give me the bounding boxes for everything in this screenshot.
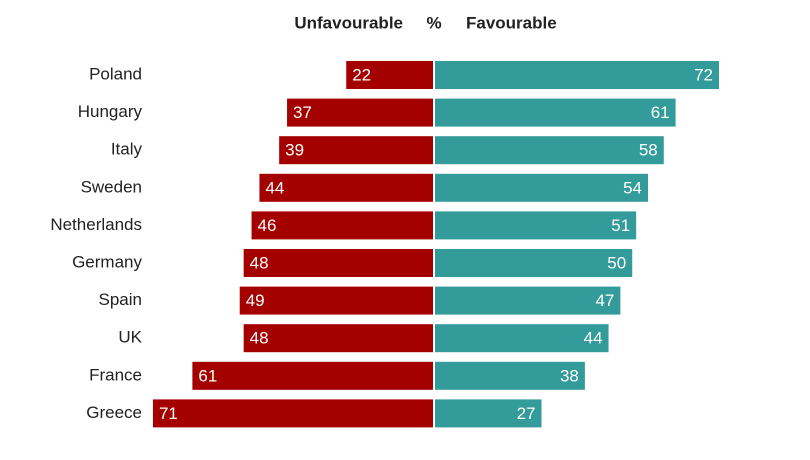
category-label: France [89, 365, 142, 384]
legend-right: Favourable [466, 13, 557, 32]
value-label: 58 [639, 141, 658, 160]
category-label: Poland [89, 64, 142, 83]
category-label: Spain [99, 290, 142, 309]
bar [243, 324, 433, 353]
legend-left: Unfavourable [294, 13, 403, 32]
category-label: Netherlands [50, 215, 142, 234]
bar [435, 61, 719, 89]
bar [435, 173, 648, 202]
bar [435, 286, 621, 315]
value-label: 48 [250, 329, 269, 348]
bar [287, 98, 433, 127]
bar [239, 286, 433, 315]
bar [243, 249, 433, 277]
value-label: 61 [198, 366, 217, 385]
bar [435, 324, 609, 353]
category-label: UK [118, 328, 142, 347]
value-label: 61 [651, 103, 670, 122]
value-label: 71 [159, 404, 178, 423]
value-label: 48 [250, 253, 269, 272]
value-label: 54 [623, 178, 642, 197]
value-label: 46 [258, 216, 277, 235]
bar [259, 173, 433, 202]
bar [435, 361, 585, 390]
category-label: Sweden [81, 177, 142, 196]
value-label: 44 [584, 329, 603, 348]
bar [152, 399, 433, 428]
value-label: 27 [517, 404, 536, 423]
value-label: 22 [352, 65, 371, 84]
value-label: 39 [285, 141, 304, 160]
value-label: 44 [265, 178, 284, 197]
bar [435, 211, 637, 240]
value-label: 50 [607, 253, 626, 272]
value-label: 37 [293, 103, 312, 122]
bar [435, 136, 664, 165]
value-label: 49 [246, 291, 265, 310]
bar [435, 98, 676, 127]
bar [346, 61, 433, 89]
unit-label: % [426, 13, 441, 32]
value-label: 38 [560, 366, 579, 385]
category-label: Hungary [78, 102, 143, 121]
bar [251, 211, 433, 240]
value-label: 51 [611, 216, 630, 235]
bar [279, 136, 433, 165]
bar [435, 399, 542, 428]
value-label: 47 [595, 291, 614, 310]
category-label: Italy [111, 140, 143, 159]
value-label: 72 [694, 65, 713, 84]
bar [192, 361, 433, 390]
category-label: Greece [86, 403, 142, 422]
bar [435, 249, 633, 277]
category-label: Germany [72, 252, 142, 271]
